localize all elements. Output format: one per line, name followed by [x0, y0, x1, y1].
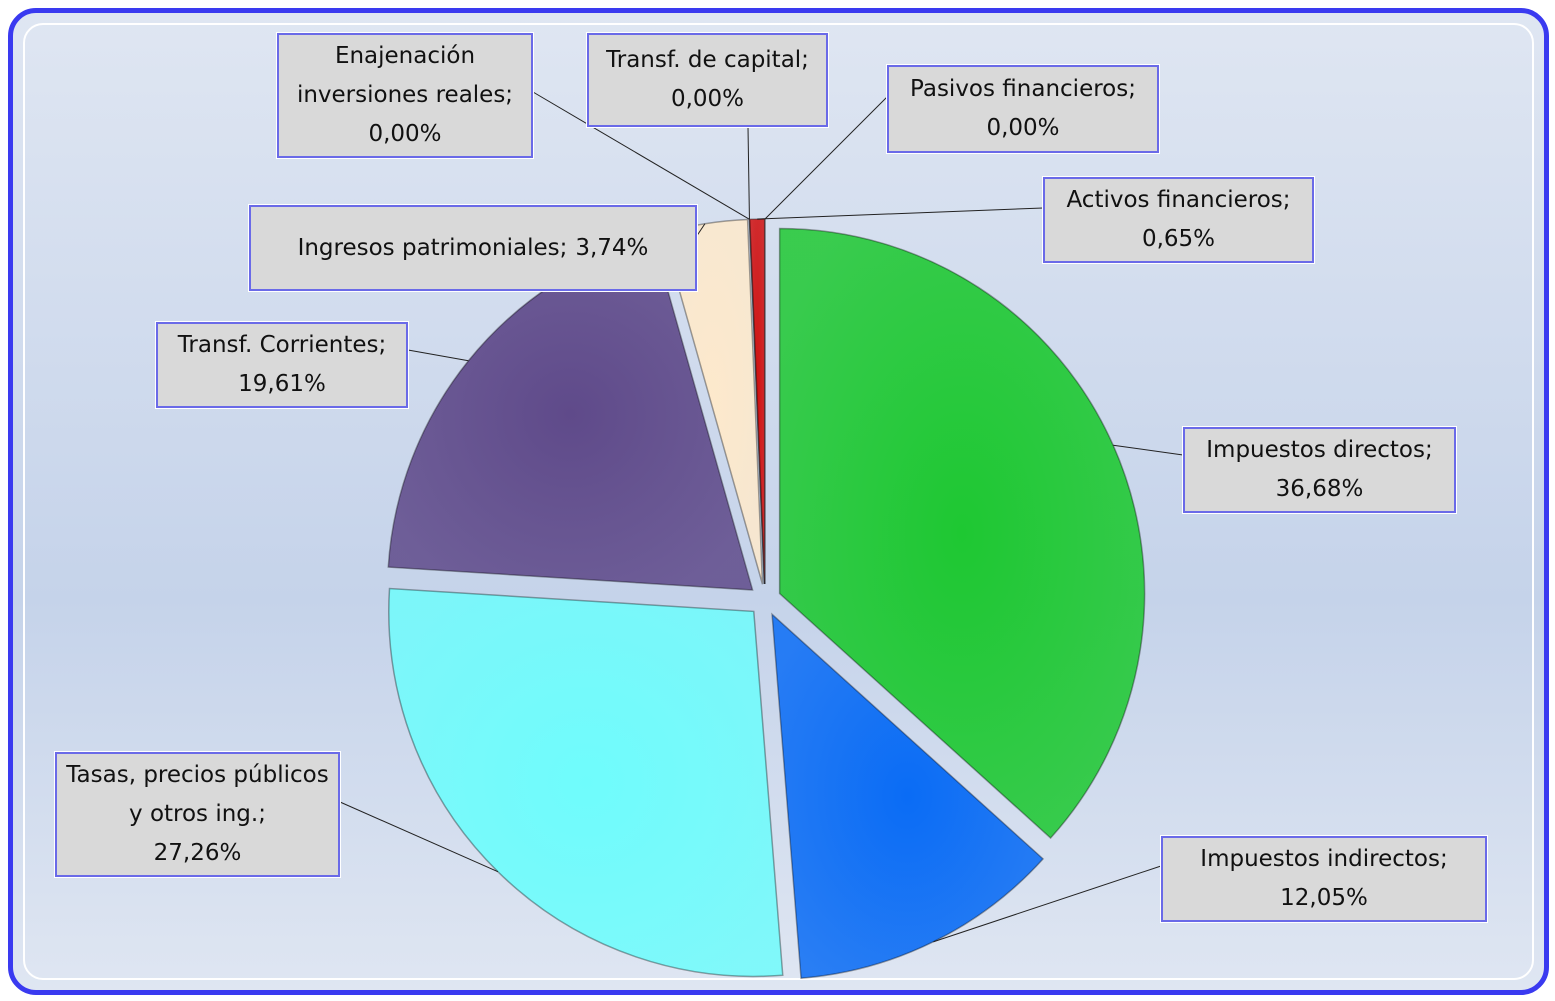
pie-slice	[778, 227, 1146, 840]
leader-line	[407, 349, 469, 362]
pie-slice	[748, 219, 766, 585]
leader-line	[1113, 444, 1184, 456]
category-label: Transf. de capital;	[606, 47, 809, 73]
category-label: Ingresos patrimoniales;	[297, 234, 568, 261]
pie-slice	[771, 612, 1045, 980]
data-label: Transf. Corrientes; 19,61%	[155, 321, 409, 409]
data-label: Enajenación inversiones reales; 0,00%	[276, 32, 534, 159]
value-label: 0,00%	[986, 115, 1060, 141]
value-label: 27,26%	[153, 840, 242, 866]
leader-line	[339, 801, 499, 873]
leader-line	[747, 126, 750, 220]
data-label: Impuestos directos; 36,68%	[1182, 426, 1457, 514]
data-label: Impuestos indirectos; 12,05%	[1160, 835, 1488, 923]
leader-line	[532, 91, 750, 220]
inner-border	[23, 23, 1534, 980]
value-label: 36,68%	[1275, 476, 1364, 502]
value-label: 0,65%	[1141, 226, 1216, 252]
leader-line	[933, 865, 1162, 943]
data-label: Transf. de capital; 0,00%	[586, 32, 829, 128]
leader-line	[757, 207, 1044, 220]
data-label: Ingresos patrimoniales; 3,74%	[248, 204, 698, 292]
category-label: Enajenación inversiones reales;	[296, 43, 514, 108]
leader-line	[764, 96, 888, 220]
category-label: Impuestos indirectos;	[1200, 846, 1448, 872]
category-label: Tasas, precios públicos y otros ing.;	[66, 762, 329, 827]
pie-slice	[388, 587, 784, 978]
category-label: Pasivos financieros;	[910, 76, 1136, 102]
data-label: Tasas, precios públicos y otros ing.; 27,…	[54, 751, 341, 878]
data-label: Activos financieros; 0,65%	[1042, 176, 1315, 264]
category-label: Transf. Corrientes;	[177, 332, 387, 358]
data-label: Pasivos financieros; 0,00%	[886, 64, 1160, 154]
value-label: 0,00%	[670, 86, 745, 112]
value-label: 19,61%	[238, 371, 326, 397]
category-label: Impuestos directos;	[1206, 437, 1433, 463]
value-label: 3,74%	[575, 234, 649, 261]
pie-slice	[748, 219, 766, 585]
value-label: 0,00%	[368, 121, 442, 147]
category-label: Activos financieros;	[1066, 187, 1291, 213]
value-label: 12,05%	[1280, 885, 1368, 911]
